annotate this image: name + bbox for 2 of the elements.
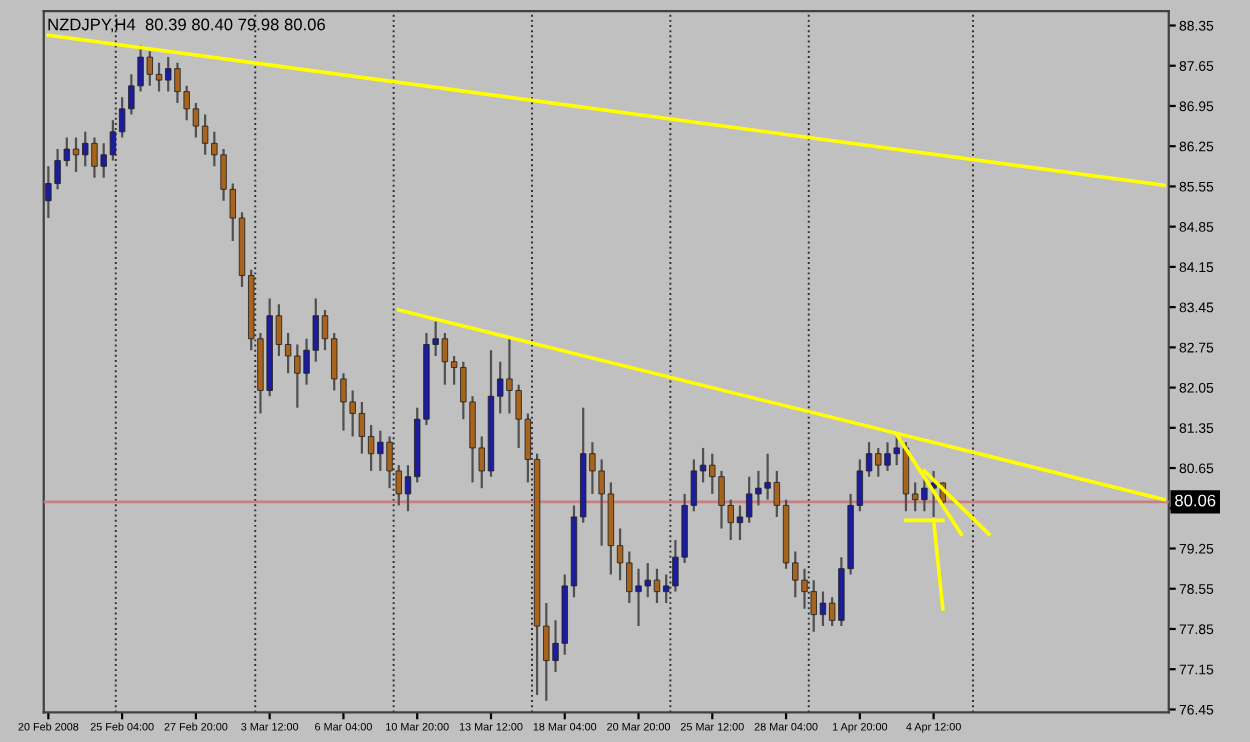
- ref-line-label: 80.06: [1175, 494, 1216, 507]
- chart-title: NZDJPY,H4 80.39 80.40 79.98 80.06: [48, 18, 325, 33]
